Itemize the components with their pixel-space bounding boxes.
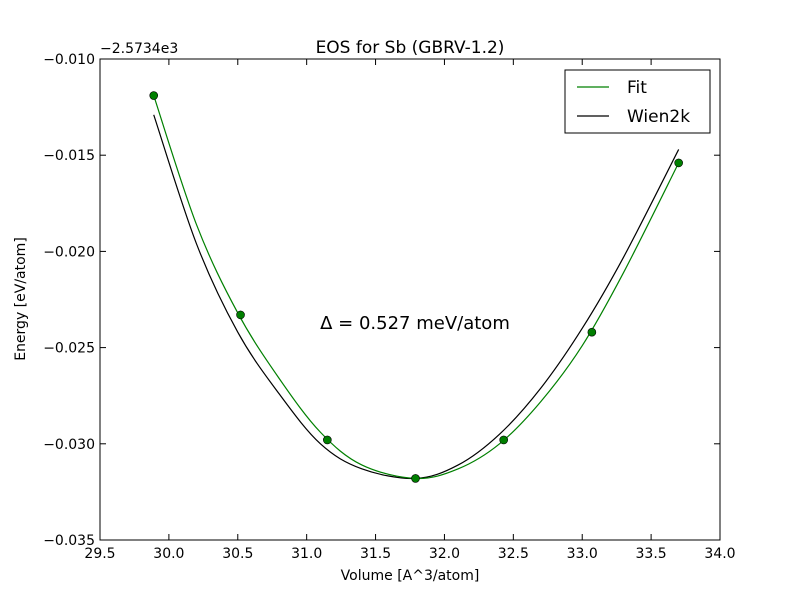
data-point (411, 474, 420, 483)
x-tick-label: 30.5 (222, 546, 253, 562)
x-tick-label: 34.0 (704, 546, 735, 562)
y-tick-label: −0.030 (43, 437, 95, 453)
y-tick-label: −0.035 (43, 533, 95, 549)
data-point (674, 158, 683, 168)
x-tick-label: 32.0 (429, 546, 460, 562)
x-axis-label: Volume [A^3/atom] (341, 568, 480, 584)
y-tick-label: −0.025 (43, 341, 95, 357)
x-tick-label: 31.5 (360, 546, 391, 562)
data-point (236, 310, 245, 320)
y-tick-label: −0.020 (43, 244, 95, 260)
x-tick-label: 32.5 (498, 546, 529, 562)
y-tick-label: −0.015 (43, 148, 95, 164)
y-offset-label: −2.5734e3 (100, 41, 178, 57)
delta-annotation: Δ = 0.527 meV/atom (320, 313, 510, 334)
data-point (323, 435, 332, 445)
data-point (499, 435, 508, 445)
y-axis-label: Energy [eV/atom] (13, 237, 29, 361)
plot-frame (99, 58, 721, 541)
series-line-wien2k (153, 114, 680, 480)
legend: Fit Wien2k (564, 69, 711, 134)
x-tick-label: 33.5 (636, 546, 667, 562)
x-tick-label: 31.0 (291, 546, 322, 562)
legend-label-wien2k: Wien2k (627, 107, 690, 127)
data-point (587, 327, 597, 337)
data-point (149, 91, 159, 100)
x-tick-label: 33.0 (567, 546, 598, 562)
y-tick-label: −0.010 (43, 52, 95, 68)
x-tick-label: 29.5 (84, 546, 115, 562)
chart-title: EOS for Sb (GBRV-1.2) (316, 38, 505, 58)
legend-label-fit: Fit (627, 78, 647, 98)
legend-box (564, 69, 711, 134)
series-line-fit (153, 95, 680, 480)
x-tick-label: 30.0 (153, 546, 184, 562)
